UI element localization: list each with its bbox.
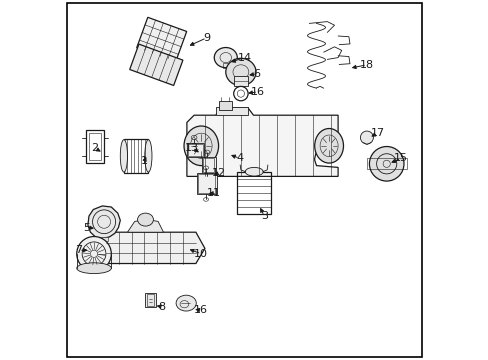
Bar [137,17,186,62]
Bar [198,174,214,193]
Ellipse shape [120,140,127,172]
Ellipse shape [137,213,153,226]
Ellipse shape [214,48,237,68]
Bar [223,63,230,68]
Ellipse shape [360,131,373,144]
Polygon shape [127,220,163,232]
Bar [145,293,155,307]
Text: 4: 4 [236,153,243,163]
Ellipse shape [77,263,111,274]
Bar [187,144,203,156]
Text: 2: 2 [91,143,99,153]
Text: 18: 18 [359,60,373,70]
Text: 10: 10 [194,249,208,259]
Text: 13: 13 [185,143,199,153]
Bar [123,139,148,173]
Text: 6: 6 [253,69,260,79]
Text: 14: 14 [237,53,251,63]
Text: 9: 9 [203,33,210,43]
Text: 12: 12 [212,168,226,178]
Text: 15: 15 [393,153,407,163]
Bar [234,76,247,86]
Bar [215,107,247,115]
Ellipse shape [368,147,403,181]
Ellipse shape [225,58,256,86]
Bar [218,101,232,110]
Bar [366,158,406,169]
Text: 17: 17 [370,128,384,138]
Polygon shape [186,108,337,176]
Bar [89,133,101,160]
Text: 7: 7 [75,245,82,255]
Text: 3: 3 [260,211,267,221]
Text: 16: 16 [194,305,208,315]
Bar [202,157,215,173]
Ellipse shape [244,167,263,176]
Bar [101,237,108,241]
Bar [146,294,154,306]
Bar [129,44,183,85]
Ellipse shape [314,129,343,163]
Polygon shape [101,232,204,264]
Text: 5: 5 [83,222,90,233]
Text: 11: 11 [206,188,221,198]
Text: 8: 8 [158,302,165,312]
Polygon shape [88,206,120,238]
Ellipse shape [77,237,111,271]
Ellipse shape [176,295,196,311]
Bar [237,172,271,214]
Ellipse shape [183,126,218,166]
Bar [197,173,216,194]
Text: 1: 1 [141,156,147,166]
Bar [186,143,204,157]
Text: 16: 16 [251,87,264,97]
Bar [203,158,213,172]
Ellipse shape [144,140,152,172]
